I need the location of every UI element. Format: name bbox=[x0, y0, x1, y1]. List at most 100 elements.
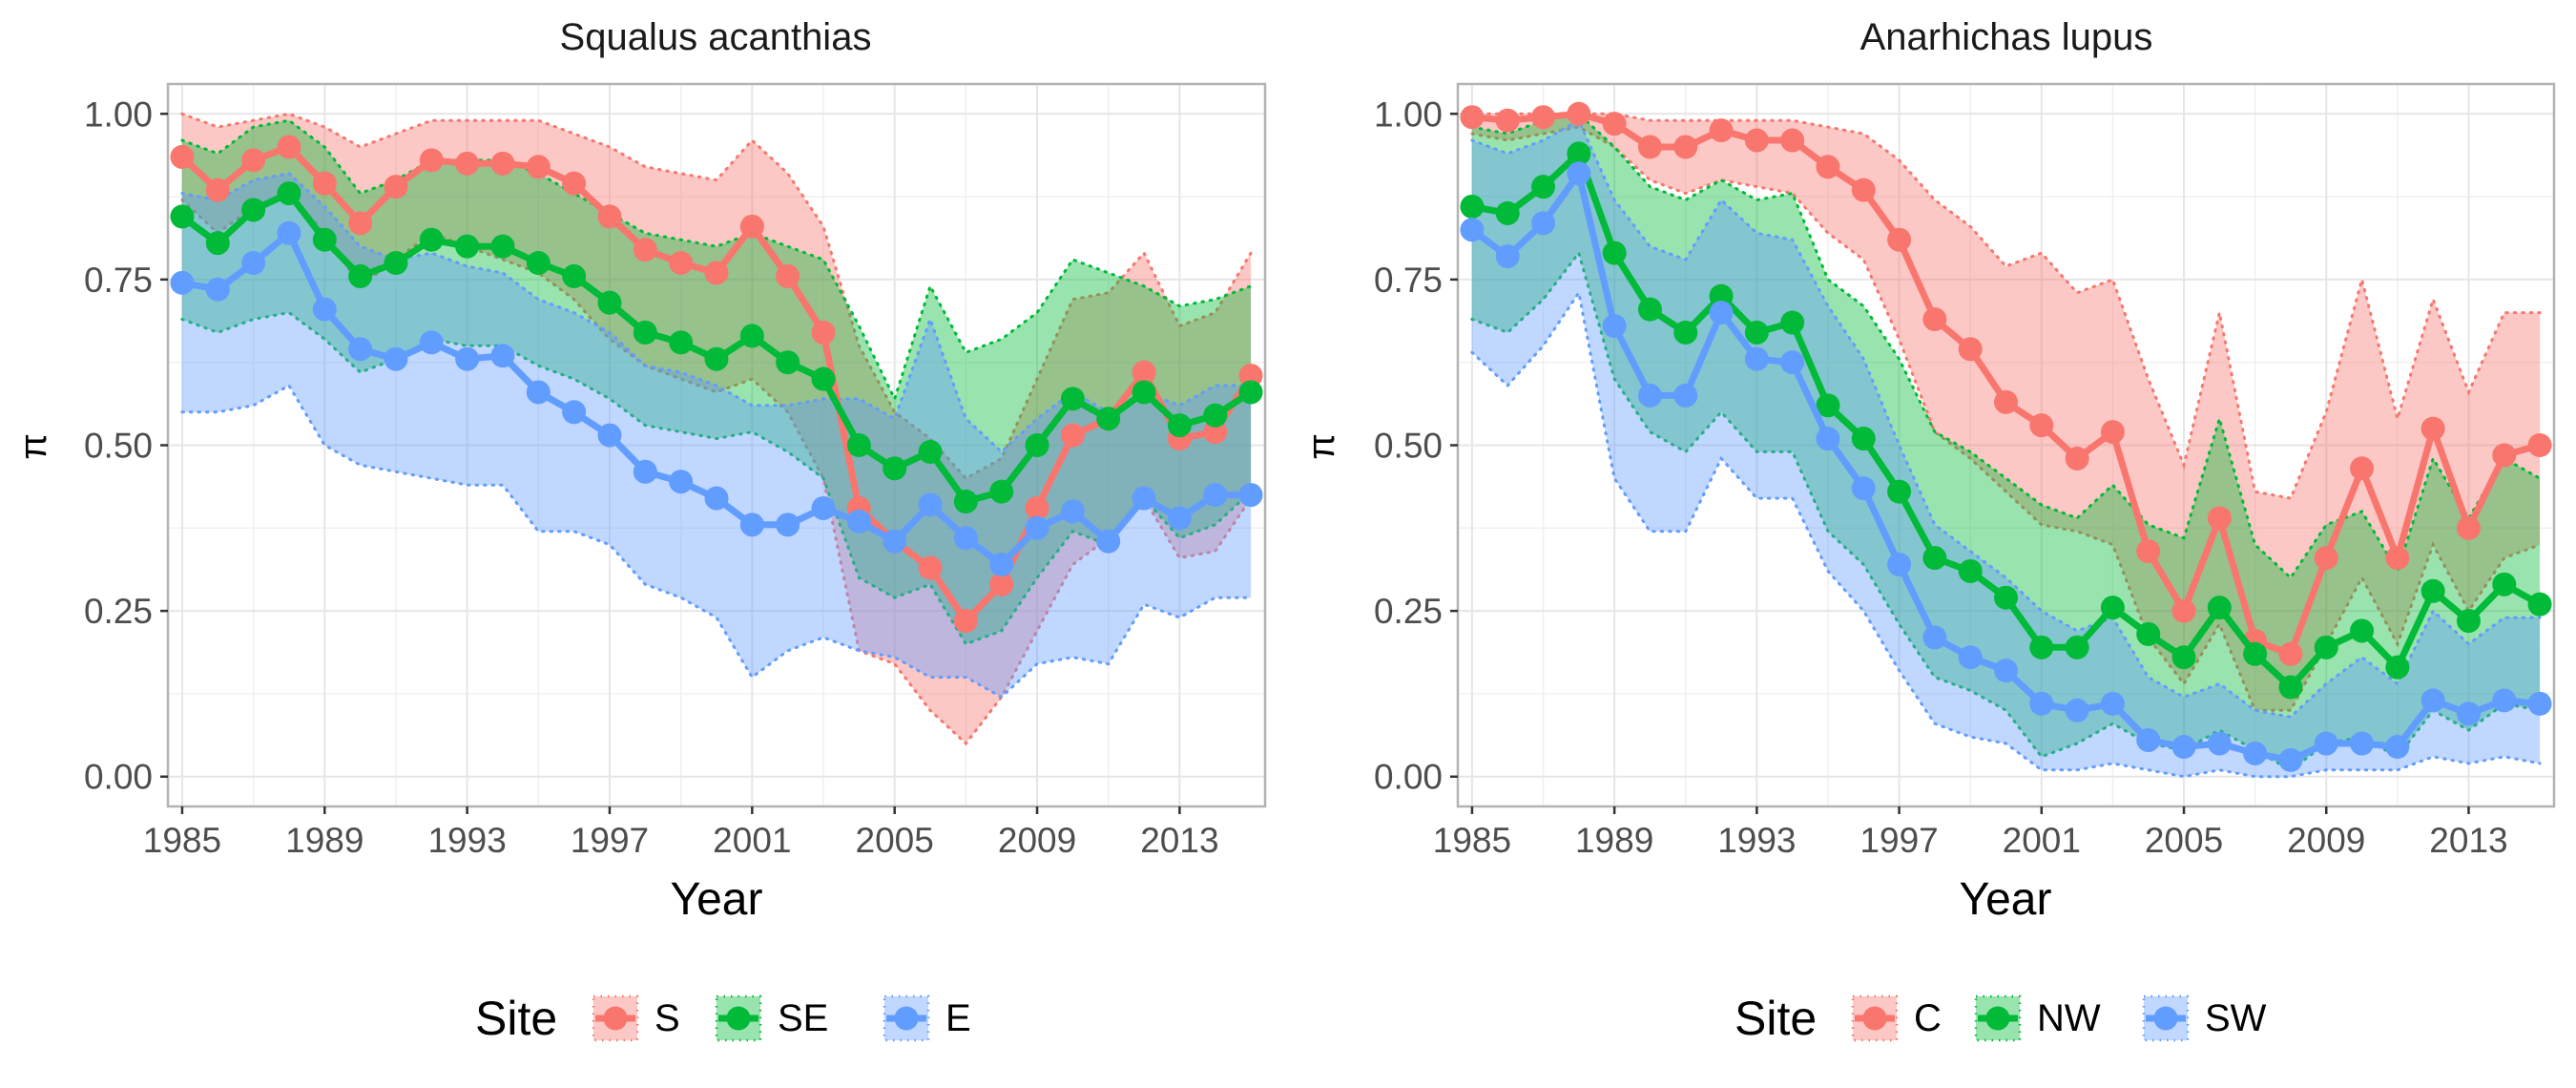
data-point bbox=[455, 346, 480, 371]
data-point bbox=[1709, 301, 1734, 325]
legend-title: Site bbox=[475, 992, 557, 1045]
x-tick-label: 1997 bbox=[1859, 821, 1938, 860]
legend-key-point bbox=[2153, 1006, 2178, 1031]
legend-label: SE bbox=[778, 997, 828, 1039]
data-point bbox=[2350, 731, 2375, 756]
data-point bbox=[1495, 108, 1520, 133]
x-tick-label: 1989 bbox=[1575, 821, 1653, 860]
data-point bbox=[989, 572, 1014, 596]
data-point bbox=[1922, 625, 1947, 650]
data-point bbox=[562, 400, 587, 425]
legend-label: SW bbox=[2205, 997, 2267, 1039]
y-tick-label: 1.00 bbox=[1374, 94, 1443, 134]
legend-key-point bbox=[1862, 1006, 1887, 1031]
data-point bbox=[1744, 320, 1769, 345]
ribbon-upper-edge-nw bbox=[1470, 112, 2542, 580]
x-tick-label: 2001 bbox=[2003, 821, 2081, 860]
data-point bbox=[526, 251, 551, 276]
data-point bbox=[2243, 641, 2268, 666]
x-axis-title: Year bbox=[1960, 874, 2052, 925]
data-point bbox=[205, 277, 230, 302]
y-tick-label: 0.75 bbox=[1374, 261, 1443, 300]
data-point bbox=[1460, 105, 1485, 130]
data-point bbox=[2314, 731, 2338, 756]
data-point bbox=[384, 346, 408, 371]
ribbon-lower-edge-sw bbox=[1470, 288, 2542, 779]
data-point bbox=[1994, 659, 2018, 683]
data-point bbox=[1922, 546, 1947, 571]
data-point bbox=[2278, 675, 2303, 700]
data-point bbox=[1460, 194, 1485, 219]
data-point bbox=[312, 297, 337, 322]
data-point bbox=[1851, 476, 1876, 501]
data-point bbox=[170, 144, 195, 169]
data-point bbox=[277, 181, 301, 206]
legend-title: Site bbox=[1735, 992, 1817, 1045]
data-point bbox=[2385, 734, 2410, 759]
data-point bbox=[918, 555, 943, 580]
data-point bbox=[2420, 578, 2445, 603]
data-point bbox=[846, 509, 871, 534]
data-point bbox=[704, 261, 729, 285]
y-axis-title: π bbox=[1300, 433, 1342, 460]
data-point bbox=[2171, 598, 2196, 623]
data-point bbox=[1238, 483, 1263, 508]
data-point bbox=[989, 553, 1014, 577]
data-point bbox=[1709, 118, 1734, 143]
data-point bbox=[2385, 546, 2410, 571]
data-point bbox=[277, 135, 301, 159]
data-point bbox=[2527, 433, 2552, 457]
data-point bbox=[2420, 688, 2445, 713]
legend-key-point bbox=[894, 1006, 919, 1031]
data-point bbox=[1132, 486, 1156, 511]
data-point bbox=[348, 211, 373, 236]
x-tick-label: 1993 bbox=[1717, 821, 1796, 860]
data-point bbox=[1203, 483, 1228, 508]
data-point bbox=[811, 495, 836, 520]
ribbon-upper-edge-s bbox=[180, 112, 1253, 481]
data-point bbox=[1887, 479, 1912, 504]
legend-item-sw: SW bbox=[2142, 994, 2267, 1042]
data-point bbox=[1958, 337, 1983, 362]
ribbon-sw bbox=[1471, 120, 2541, 777]
series-sw bbox=[1460, 161, 2552, 772]
data-point bbox=[1637, 135, 1662, 159]
legend-label: C bbox=[1914, 997, 1942, 1039]
data-point bbox=[1495, 244, 1520, 269]
data-point bbox=[1994, 585, 2018, 610]
data-point bbox=[739, 214, 764, 239]
ribbon-upper-edge-sw bbox=[1470, 118, 2542, 719]
x-tick-label: 2013 bbox=[1140, 821, 1218, 860]
ribbon-e bbox=[181, 173, 1252, 698]
legend-key-point bbox=[726, 1006, 751, 1031]
x-tick-label: 2009 bbox=[998, 821, 1076, 860]
data-point bbox=[1167, 413, 1192, 438]
axes: 0.00 0.25 0.50 0.75 1.00 1985 1989 1993 1997 2001… bbox=[84, 94, 1219, 860]
data-point bbox=[1460, 218, 1485, 242]
data-point bbox=[1025, 515, 1049, 540]
data-point bbox=[704, 486, 729, 511]
data-point bbox=[1851, 178, 1876, 202]
data-point bbox=[846, 433, 871, 457]
y-tick-label: 0.25 bbox=[1374, 592, 1443, 631]
ribbon-lower-edge-e bbox=[180, 383, 1253, 700]
data-point bbox=[2278, 641, 2303, 666]
data-point bbox=[1816, 393, 1840, 418]
x-tick-label: 2005 bbox=[2145, 821, 2223, 860]
data-point bbox=[597, 423, 622, 448]
data-point bbox=[526, 155, 551, 179]
data-point bbox=[2314, 546, 2338, 571]
data-point bbox=[953, 609, 978, 634]
data-point bbox=[597, 290, 622, 315]
data-point bbox=[562, 263, 587, 288]
data-point bbox=[633, 459, 657, 484]
data-point bbox=[1238, 380, 1263, 405]
data-point bbox=[1637, 297, 1662, 322]
data-point bbox=[883, 456, 907, 481]
x-tick-label: 1997 bbox=[571, 821, 649, 860]
data-point bbox=[1922, 307, 1947, 332]
data-point bbox=[953, 490, 978, 514]
x-tick-label: 2013 bbox=[2429, 821, 2507, 860]
ribbon-se bbox=[181, 120, 1252, 644]
data-point bbox=[455, 151, 480, 176]
